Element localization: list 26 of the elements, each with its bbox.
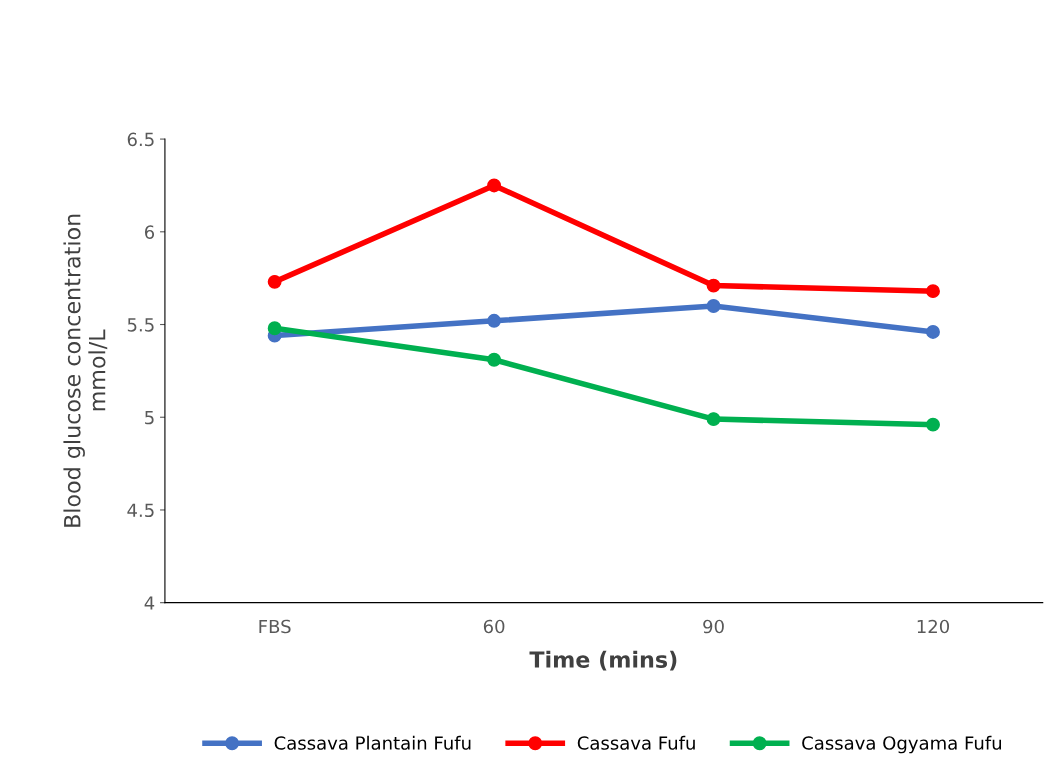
point: [706, 299, 721, 313]
x-axis-title: Time (mins): [529, 650, 677, 671]
point: [926, 324, 940, 339]
legend-label: Cassava Fufu: [577, 735, 695, 750]
point: [926, 284, 940, 299]
point: [487, 178, 502, 193]
point: [706, 278, 721, 293]
point: [267, 321, 282, 336]
point: [487, 352, 502, 367]
legend-label: Cassava Ogyama Fufu: [802, 735, 1001, 754]
x-tick-label: 90: [703, 619, 724, 634]
y-tick-label: 4: [144, 596, 155, 610]
y-tick-label: 5.5: [127, 318, 154, 332]
x-tick-label: 120: [917, 619, 950, 634]
point: [267, 274, 282, 289]
x-tick-label: FBS: [259, 619, 291, 634]
y-tick-label: 6: [144, 225, 155, 239]
legend-label: Cassava Plantain Fufu: [274, 735, 471, 750]
y-tick-label: 5: [145, 410, 154, 425]
point: [926, 417, 940, 432]
point: [706, 412, 721, 427]
x-tick-label: 60: [483, 619, 505, 634]
y-tick-label: 6.5: [127, 132, 154, 147]
y-axis-title: Blood glucose concentration mmol/L: [63, 214, 108, 527]
point: [487, 313, 502, 328]
y-tick-label: 4.5: [127, 503, 154, 518]
